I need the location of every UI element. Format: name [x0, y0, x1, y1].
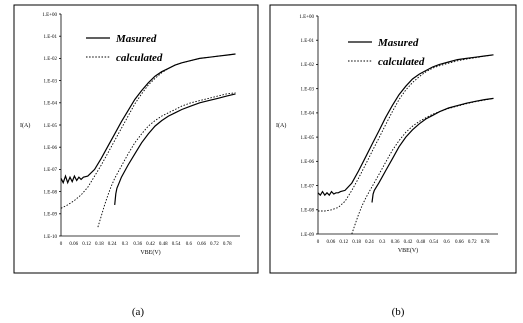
- y-tick-label: 1.E-04: [44, 102, 58, 107]
- y-tick-label: 1.E-07: [301, 184, 315, 189]
- y-tick-label: 1.E-08: [301, 209, 315, 214]
- legend-label-calculated: calculated: [116, 52, 163, 64]
- y-tick-label: 1.E-05: [44, 124, 58, 129]
- calculated-series-line: [318, 54, 494, 212]
- x-tick-label: 0.78: [223, 242, 232, 247]
- y-axis-label: I(A): [276, 122, 286, 129]
- panel-caption: (b): [392, 306, 405, 318]
- panel-caption: (a): [132, 306, 145, 318]
- y-tick-label: 1.E-01: [301, 39, 315, 44]
- x-tick-label: 0.36: [391, 240, 400, 245]
- y-tick-label: 1.E+00: [42, 13, 57, 18]
- x-tick-label: 0.24: [108, 242, 117, 247]
- x-tick-label: 0.66: [455, 240, 464, 245]
- calculated-series-line: [351, 97, 494, 235]
- y-tick-label: 1.E-10: [44, 235, 58, 240]
- x-tick-label: 0.12: [82, 242, 91, 247]
- panel-frame: [269, 4, 517, 274]
- x-tick-label: 0.36: [133, 242, 142, 247]
- x-tick-label: 0.12: [339, 240, 348, 245]
- x-axis-label: VBE(V): [398, 247, 418, 254]
- x-tick-label: 0.72: [210, 242, 219, 247]
- y-tick-label: 1.E-06: [301, 160, 315, 165]
- panel-frame: [13, 4, 259, 274]
- y-tick-label: 1.E-02: [301, 63, 315, 68]
- y-tick-label: 1.E-03: [44, 79, 58, 84]
- y-tick-label: 1.E-01: [44, 35, 58, 40]
- x-tick-label: 0.54: [172, 242, 181, 247]
- x-tick-label: 0.06: [326, 240, 335, 245]
- x-tick-label: 0.3: [379, 240, 386, 245]
- legend-label-calculated: calculated: [378, 56, 425, 68]
- x-tick-label: 0.24: [365, 240, 374, 245]
- x-tick-label: 0.6: [186, 242, 193, 247]
- x-tick-label: 0.48: [159, 242, 168, 247]
- x-axis-label: VBE(V): [140, 249, 160, 256]
- legend-label-measured: Masured: [377, 37, 419, 49]
- y-tick-label: 1.E-04: [301, 112, 315, 117]
- chart-panel-1: 1.E+00 1.E-01 1.E-02 1.E-03 1.E-04 1.E-05 1.E-…: [13, 4, 259, 274]
- x-tick-label: 0.3: [122, 242, 129, 247]
- x-tick-label: 0.78: [481, 240, 490, 245]
- measured-series-line: [317, 54, 494, 197]
- y-tick-label: 1.E-06: [44, 146, 58, 151]
- x-tick-label: 0.18: [352, 240, 361, 245]
- x-tick-label: 0.54: [429, 240, 438, 245]
- y-tick-label: 1.E-08: [44, 190, 58, 195]
- x-tick-label: 0.72: [468, 240, 477, 245]
- chart-panel-2: 1.E+00 1.E-01 1.E-02 1.E-03 1.E-04 1.E-05 1.E-…: [269, 4, 517, 274]
- x-tick-label: 0.42: [146, 242, 155, 247]
- y-tick-label: 1.E-09: [44, 213, 58, 218]
- x-tick-label: 0.06: [69, 242, 78, 247]
- y-tick-label: 1.E-07: [44, 168, 58, 173]
- calculated-series-line: [60, 53, 236, 209]
- x-tick-label: 0: [317, 240, 320, 245]
- measured-series-line: [371, 97, 494, 203]
- x-tick-label: 0.6: [443, 240, 450, 245]
- x-tick-label: 0.42: [404, 240, 413, 245]
- y-axis-label: I(A): [20, 122, 30, 129]
- calculated-series-line: [97, 92, 236, 228]
- x-tick-label: 0.18: [95, 242, 104, 247]
- x-tick-label: 0: [60, 242, 63, 247]
- legend-label-measured: Masured: [115, 33, 157, 45]
- y-tick-label: 1.E-09: [301, 233, 315, 238]
- y-tick-label: 1.E+00: [299, 15, 314, 20]
- x-tick-label: 0.66: [197, 242, 206, 247]
- y-tick-label: 1.E-02: [44, 57, 58, 62]
- y-tick-label: 1.E-03: [301, 87, 315, 92]
- measured-series-line: [114, 93, 236, 205]
- y-tick-label: 1.E-05: [301, 136, 315, 141]
- x-tick-label: 0.48: [416, 240, 425, 245]
